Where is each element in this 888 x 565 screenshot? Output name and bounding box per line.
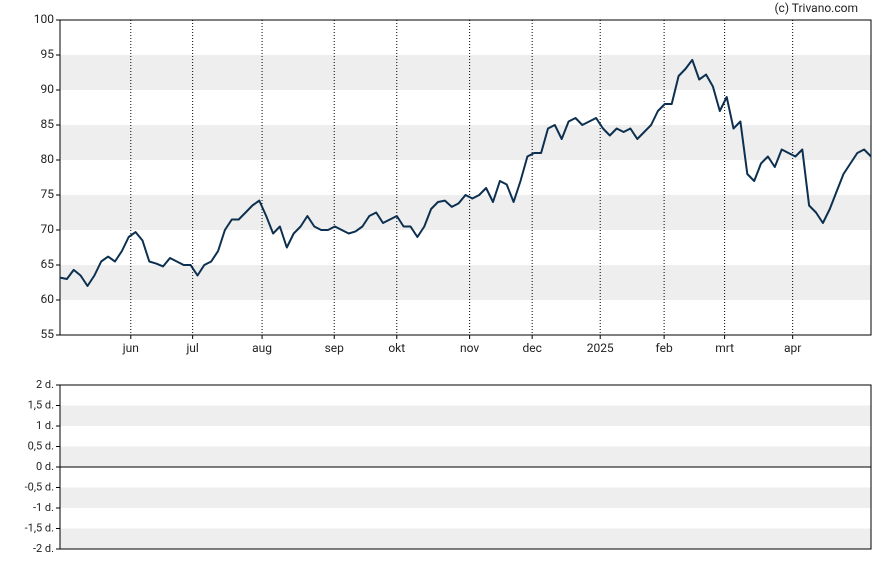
x-tick-label: jun [122,341,139,355]
y-tick-label: 1 d. [36,419,54,432]
x-tick-label: sep [325,341,345,355]
y-tick-label: -0,5 d. [25,480,55,493]
x-tick-label: nov [460,341,479,355]
band [60,195,871,230]
y-tick-label: 70 [41,222,55,236]
x-tick-label: okt [388,341,405,355]
y-tick-label: 0,5 d. [28,439,54,452]
y-tick-label: 95 [41,47,55,61]
y-tick-label: 80 [41,152,55,166]
band [60,55,871,90]
band [60,265,871,300]
price-line [59,58,872,287]
band [60,528,871,549]
plot-frame [59,384,872,550]
y-tick-label: 75 [41,187,55,201]
x-tick-label: apr [784,341,801,355]
band [60,405,871,426]
y-tick-label: 55 [41,327,55,341]
x-tick-label: 2025 [587,341,614,355]
y-tick-label: -2 d. [33,542,54,555]
x-tick-label: jul [185,341,198,355]
band [60,487,871,508]
y-tick-label: 2 d. [36,378,54,391]
watermark: (c) Trivano.com [774,1,858,15]
y-tick-label: 85 [41,117,55,131]
y-tick-label: 65 [41,257,55,271]
y-tick-label: 1,5 d. [28,398,54,411]
y-tick-label: 60 [41,292,55,306]
plot-frame [59,19,872,336]
band [60,446,871,467]
y-tick-label: 0 d. [36,460,54,473]
x-tick-label: aug [252,341,272,355]
y-tick-label: 100 [34,12,54,26]
y-tick-label: -1 d. [33,501,54,514]
x-tick-label: mrt [715,341,734,355]
y-tick-label: -1,5 d. [25,521,55,534]
x-tick-label: dec [522,341,541,355]
x-tick-label: feb [656,341,673,355]
y-tick-label: 90 [41,82,55,96]
band [60,125,871,160]
